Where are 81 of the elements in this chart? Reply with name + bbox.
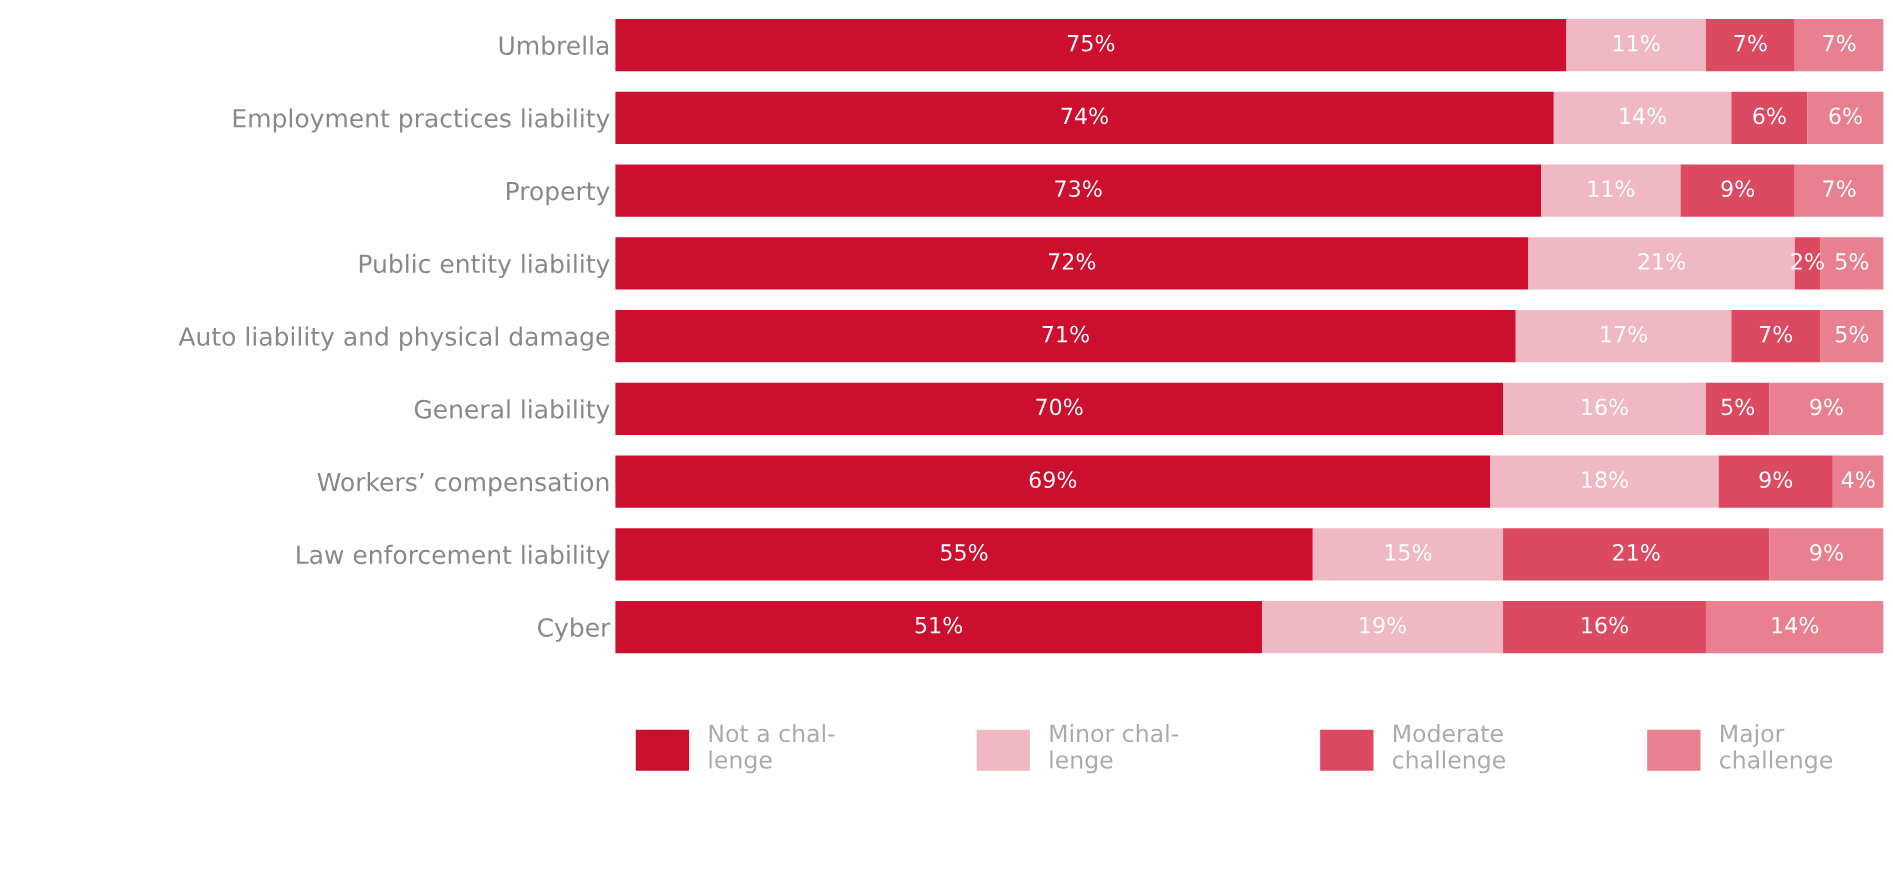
bar xyxy=(1503,600,1706,654)
data-label: 51% xyxy=(915,616,963,634)
y-tick-label: Employment practices liability xyxy=(233,108,610,133)
y-tick-label: Umbrella xyxy=(499,35,609,55)
data-label: 5% xyxy=(1835,325,1869,343)
bar xyxy=(615,382,1504,436)
bar xyxy=(1769,382,1884,436)
bar xyxy=(1705,382,1770,436)
data-label: 9% xyxy=(1721,180,1755,198)
data-label: 16% xyxy=(1582,398,1628,416)
bar xyxy=(1718,455,1833,508)
bar xyxy=(1832,455,1884,508)
data-label: 5% xyxy=(1721,398,1755,416)
bar xyxy=(1820,309,1884,363)
data-label: 70% xyxy=(1036,398,1083,416)
bar xyxy=(1769,528,1884,581)
data-label: 15% xyxy=(1385,543,1432,561)
bar xyxy=(1807,91,1884,145)
bar xyxy=(1262,600,1504,654)
data-label: 6% xyxy=(1753,107,1786,125)
bar xyxy=(615,600,1263,654)
bar xyxy=(1541,164,1681,217)
bar xyxy=(1503,382,1706,436)
data-label: 75% xyxy=(1067,34,1115,52)
data-label: 14% xyxy=(1772,616,1819,634)
y-tick-label: Public entity liability xyxy=(359,253,610,279)
y-tick-label: Law enforcement liability xyxy=(297,544,610,570)
bar xyxy=(615,237,1529,290)
y-tick-label: Cyber xyxy=(537,617,611,642)
data-label: 18% xyxy=(1582,471,1628,489)
data-label: 69% xyxy=(1029,471,1077,489)
bar xyxy=(1566,18,1706,72)
bar xyxy=(1705,18,1795,72)
data-label: 4% xyxy=(1841,471,1875,489)
data-label: 7% xyxy=(1823,180,1856,198)
data-label: 9% xyxy=(1810,543,1843,561)
data-label: 14% xyxy=(1620,107,1667,125)
data-label: 6% xyxy=(1829,107,1862,125)
bar xyxy=(615,164,1542,217)
bar xyxy=(1794,164,1884,217)
y-tick-label: Workers’ compensation xyxy=(317,472,609,497)
y-tick-label: Property xyxy=(507,181,610,206)
bar xyxy=(1503,528,1770,581)
data-label: 21% xyxy=(1638,252,1686,270)
bar xyxy=(1553,91,1732,145)
bar xyxy=(615,91,1554,145)
data-label: 72% xyxy=(1048,252,1096,270)
data-label: 74% xyxy=(1061,107,1108,125)
legend-label: Not a chal- lenge xyxy=(709,724,835,774)
data-label: 55% xyxy=(941,543,988,561)
data-label: 17% xyxy=(1601,325,1647,343)
bar xyxy=(1731,309,1821,363)
data-label: 16% xyxy=(1582,616,1628,634)
bar xyxy=(615,309,1516,363)
bar xyxy=(1794,18,1884,72)
y-tick-label: Auto liability and physical damage xyxy=(178,326,610,351)
data-label: 73% xyxy=(1055,180,1102,198)
data-label: 7% xyxy=(1759,325,1793,343)
legend-label: Moderate challenge xyxy=(1392,724,1505,774)
data-label: 21% xyxy=(1613,543,1660,561)
bar xyxy=(615,455,1491,508)
bar xyxy=(1515,309,1732,363)
bar xyxy=(1680,164,1795,217)
data-label: 7% xyxy=(1734,34,1767,52)
bar xyxy=(615,18,1567,72)
bar xyxy=(1490,455,1719,508)
bar xyxy=(1731,91,1808,145)
data-label: 71% xyxy=(1042,325,1089,343)
data-label: 7% xyxy=(1823,34,1856,52)
data-label: 11% xyxy=(1613,34,1660,52)
data-label: 9% xyxy=(1759,471,1793,489)
bar xyxy=(1705,600,1884,654)
data-label: 5% xyxy=(1835,252,1869,270)
legend-label: Major challenge xyxy=(1720,724,1833,774)
data-label: 11% xyxy=(1588,180,1635,198)
data-label: 19% xyxy=(1360,616,1407,634)
bar xyxy=(615,528,1313,581)
bar xyxy=(1312,528,1504,581)
y-tick-label: General liability xyxy=(414,399,610,424)
legend-label: Minor chal- lenge xyxy=(1050,724,1179,774)
data-label: 9% xyxy=(1810,398,1843,416)
